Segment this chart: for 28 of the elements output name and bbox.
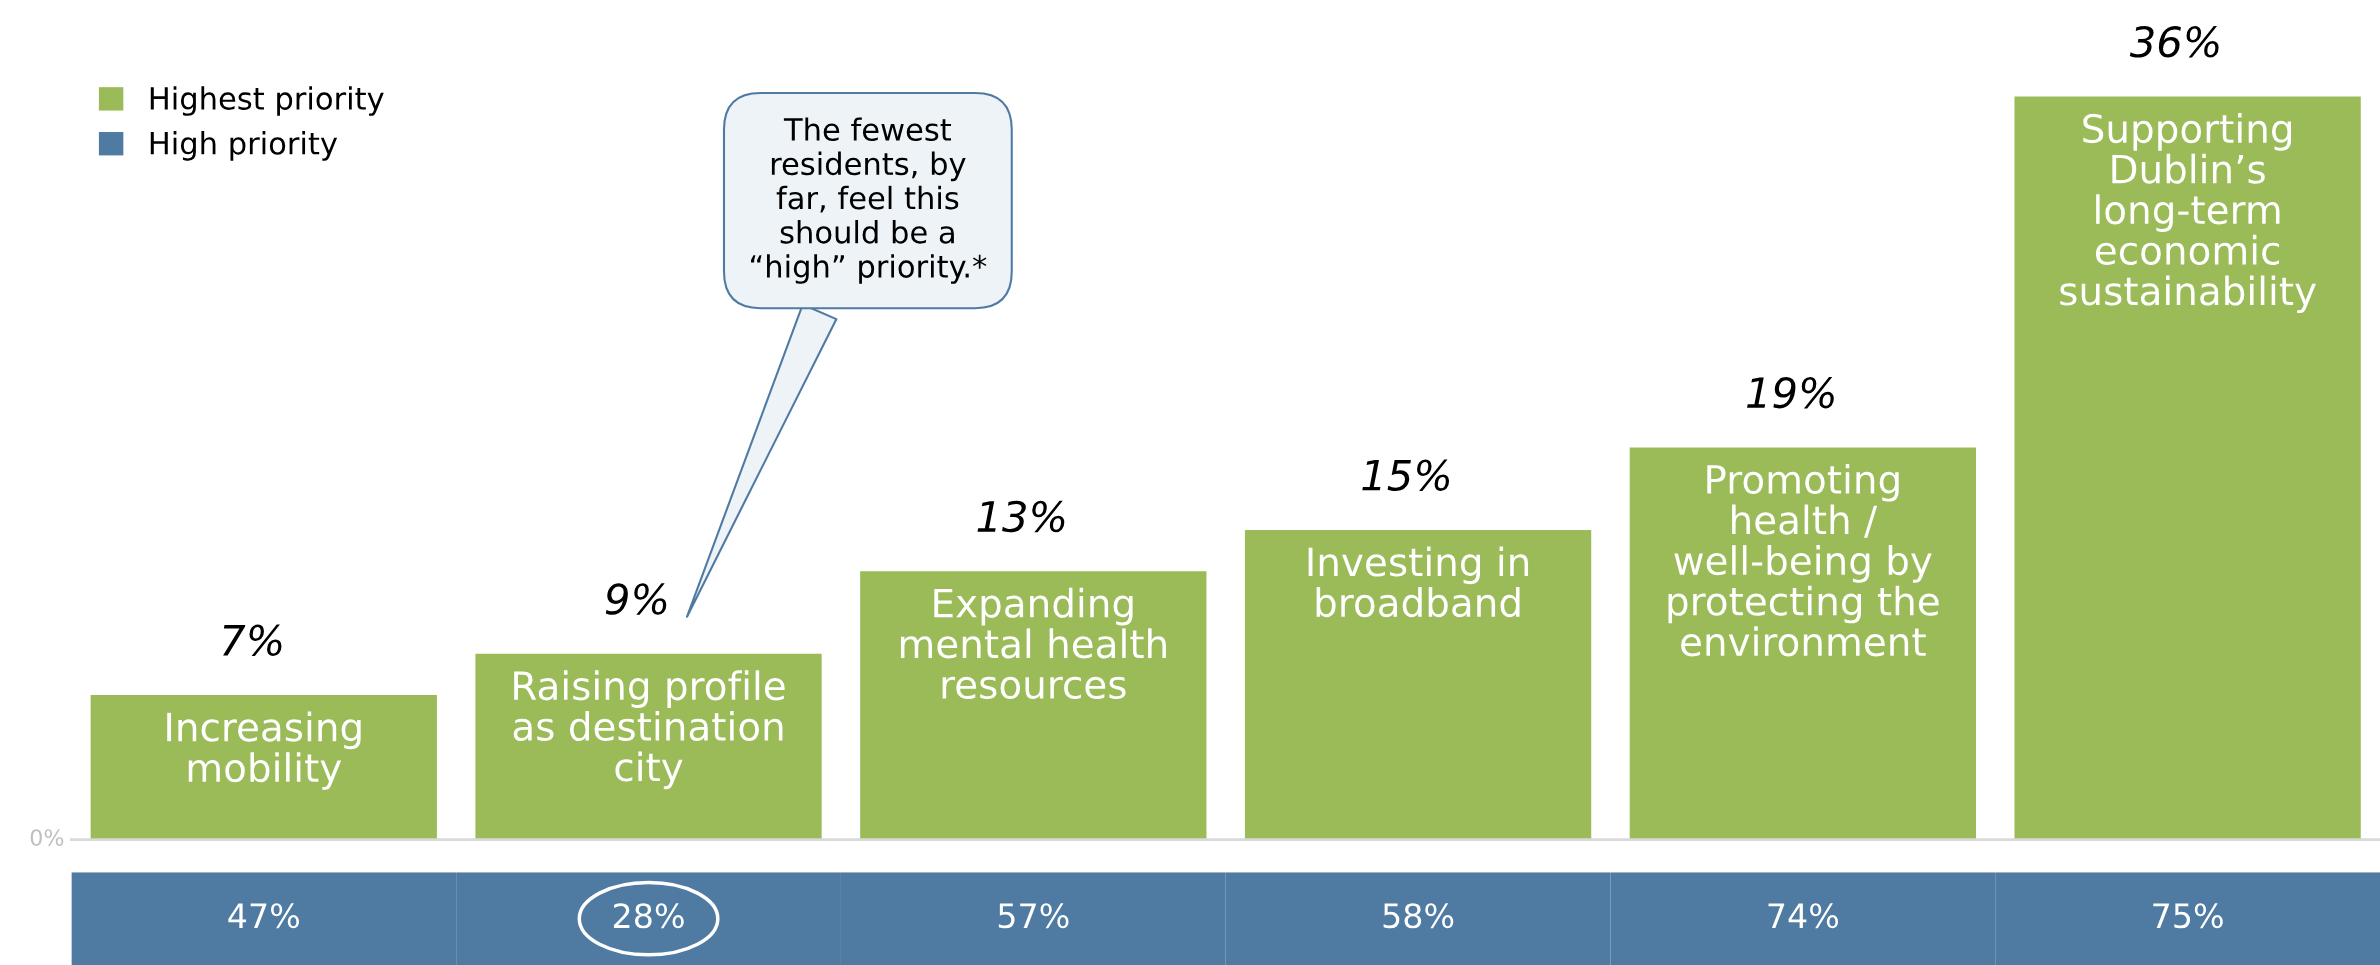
x-tick-label: Supporting Dublin’s long-term economic sustainability <box>2060 113 2316 314</box>
data-label: 47% <box>228 903 299 929</box>
bar <box>1244 529 1592 840</box>
bar <box>2014 96 2361 840</box>
data-label: 75% <box>2153 903 2223 929</box>
data-label: 13% <box>977 500 1065 533</box>
legend-label: High priority <box>150 131 338 161</box>
data-label: 57% <box>998 903 1069 929</box>
bar <box>860 571 1207 840</box>
legend-label: Highest priority <box>150 86 384 116</box>
bar <box>475 653 822 840</box>
data-label: 58% <box>1383 903 1454 929</box>
bar <box>1629 447 1976 840</box>
x-tick-label: Promoting health / well-being by protecting the environment <box>1668 463 1939 657</box>
x-tick-label: Investing in broadband <box>1308 546 1529 618</box>
annotation: The fewest residents, by far, feel this should be a “high” priority.* <box>751 117 987 284</box>
data-label: 19% <box>1747 376 1834 409</box>
text: 0% <box>30 829 64 846</box>
data-label: 28% <box>613 903 684 929</box>
bar <box>90 695 437 840</box>
data-label: 15% <box>1362 459 1450 491</box>
data-label: 9% <box>605 583 667 615</box>
x-tick-label: Expanding mental health resources <box>900 587 1166 700</box>
data-label: 36% <box>2129 26 2219 58</box>
x-tick-label: Raising profile as destination city <box>513 670 785 790</box>
x-tick-label: Increasing mobility <box>167 711 361 790</box>
data-label: 7% <box>223 624 282 657</box>
data-label: 74% <box>1768 903 1839 929</box>
